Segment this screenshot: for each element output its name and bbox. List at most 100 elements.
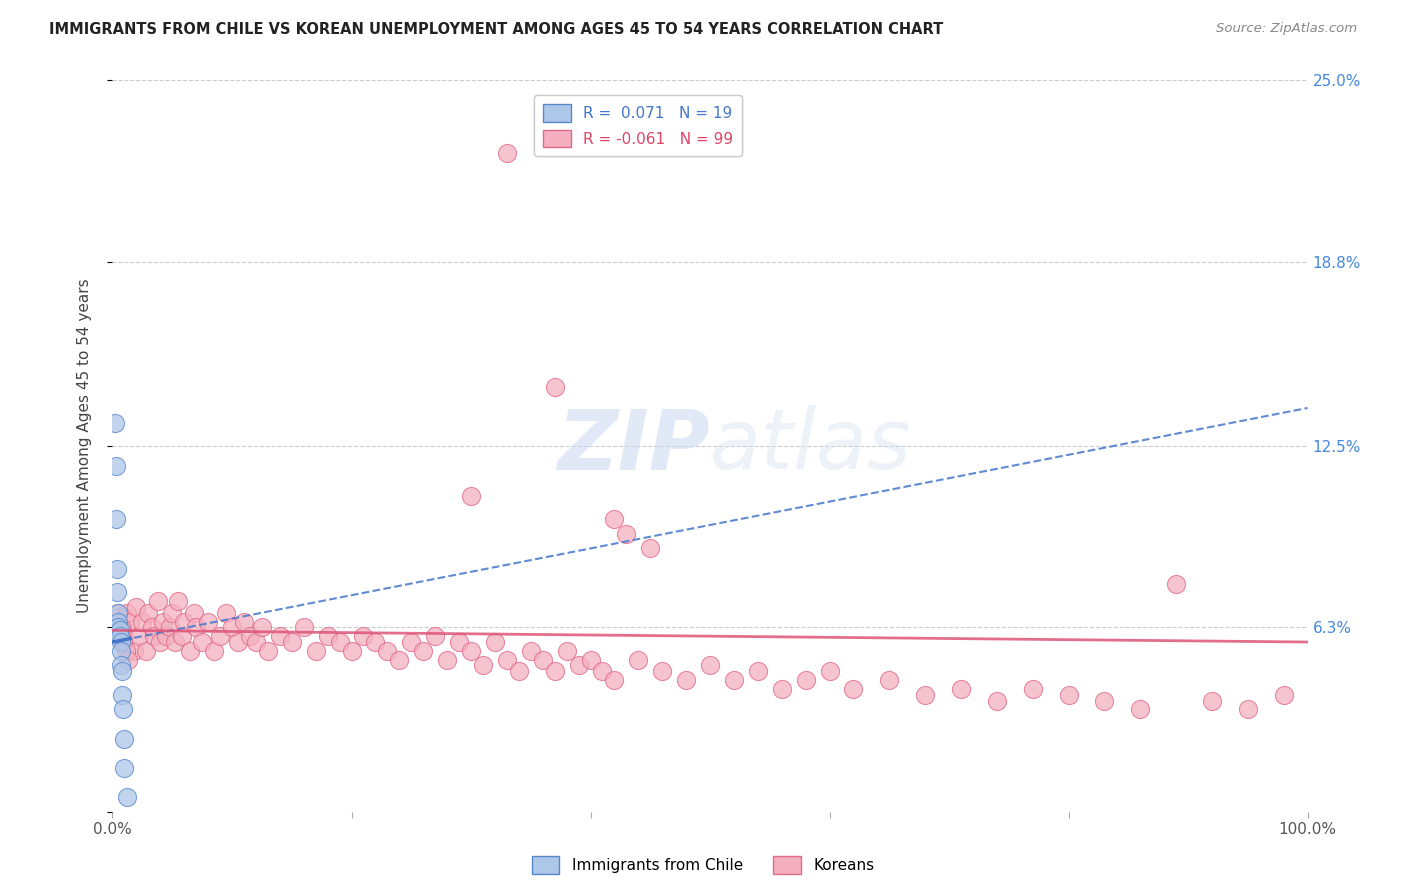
Point: [114, 644, 136, 658]
Point: [340, 644, 363, 658]
Point: [496, 146, 519, 161]
Point: [950, 681, 973, 696]
Point: [447, 635, 470, 649]
Point: [651, 665, 673, 679]
Point: [555, 644, 578, 658]
Point: [152, 615, 174, 629]
Point: [245, 635, 267, 649]
Point: [128, 629, 150, 643]
Text: ZIP: ZIP: [557, 406, 710, 486]
Point: [616, 526, 638, 541]
Point: [316, 629, 339, 643]
Point: [364, 635, 387, 649]
Point: [105, 512, 128, 526]
Point: [159, 620, 181, 634]
Point: [141, 620, 163, 634]
Point: [167, 594, 190, 608]
Point: [770, 681, 793, 696]
Point: [105, 585, 128, 599]
Point: [568, 658, 591, 673]
Point: [1237, 702, 1260, 716]
Point: [162, 606, 183, 620]
Point: [197, 615, 219, 629]
Point: [699, 658, 721, 673]
Point: [149, 635, 172, 649]
Point: [155, 629, 177, 643]
Point: [221, 620, 243, 634]
Point: [122, 644, 145, 658]
Point: [1201, 693, 1223, 707]
Point: [496, 652, 519, 666]
Point: [120, 615, 142, 629]
Point: [186, 620, 208, 634]
Point: [436, 652, 458, 666]
Point: [794, 673, 817, 687]
Point: [115, 606, 138, 620]
Point: [108, 624, 131, 638]
Point: [173, 615, 195, 629]
Point: [747, 665, 769, 679]
Point: [105, 562, 128, 576]
Point: [112, 702, 135, 716]
Point: [842, 681, 865, 696]
Point: [117, 652, 139, 666]
Point: [1094, 693, 1116, 707]
Point: [135, 644, 157, 658]
Point: [377, 644, 399, 658]
Point: [146, 594, 169, 608]
Point: [115, 790, 138, 805]
Point: [543, 665, 565, 679]
Point: [250, 620, 273, 634]
Point: [460, 644, 482, 658]
Point: [114, 731, 135, 746]
Point: [1166, 576, 1188, 591]
Point: [484, 635, 506, 649]
Point: [305, 644, 328, 658]
Point: [986, 693, 1008, 707]
Point: [425, 629, 447, 643]
Point: [105, 459, 128, 474]
Point: [675, 673, 697, 687]
Point: [520, 644, 543, 658]
Point: [592, 665, 614, 679]
Point: [233, 615, 256, 629]
Point: [531, 652, 554, 666]
Point: [163, 635, 186, 649]
Point: [352, 629, 374, 643]
Point: [108, 629, 131, 643]
Point: [209, 629, 232, 643]
Point: [1129, 702, 1152, 716]
Point: [110, 644, 132, 658]
Text: Source: ZipAtlas.com: Source: ZipAtlas.com: [1216, 22, 1357, 36]
Point: [239, 629, 262, 643]
Point: [138, 606, 160, 620]
Point: [412, 644, 434, 658]
Point: [1057, 688, 1080, 702]
Point: [131, 615, 153, 629]
Point: [1272, 688, 1295, 702]
Point: [226, 635, 249, 649]
Text: atlas: atlas: [710, 406, 911, 486]
Point: [818, 665, 841, 679]
Point: [281, 635, 304, 649]
Point: [460, 489, 482, 503]
Point: [110, 658, 132, 673]
Y-axis label: Unemployment Among Ages 45 to 54 years: Unemployment Among Ages 45 to 54 years: [77, 278, 91, 614]
Point: [114, 629, 135, 643]
Point: [723, 673, 745, 687]
Point: [107, 606, 129, 620]
Point: [543, 380, 565, 394]
Point: [107, 620, 129, 634]
Point: [640, 541, 662, 556]
Point: [183, 606, 205, 620]
Point: [111, 688, 134, 702]
Point: [215, 606, 238, 620]
Point: [292, 620, 315, 634]
Point: [170, 629, 193, 643]
Point: [257, 644, 280, 658]
Point: [388, 652, 411, 666]
Point: [401, 635, 423, 649]
Point: [329, 635, 352, 649]
Point: [508, 665, 530, 679]
Point: [111, 620, 134, 634]
